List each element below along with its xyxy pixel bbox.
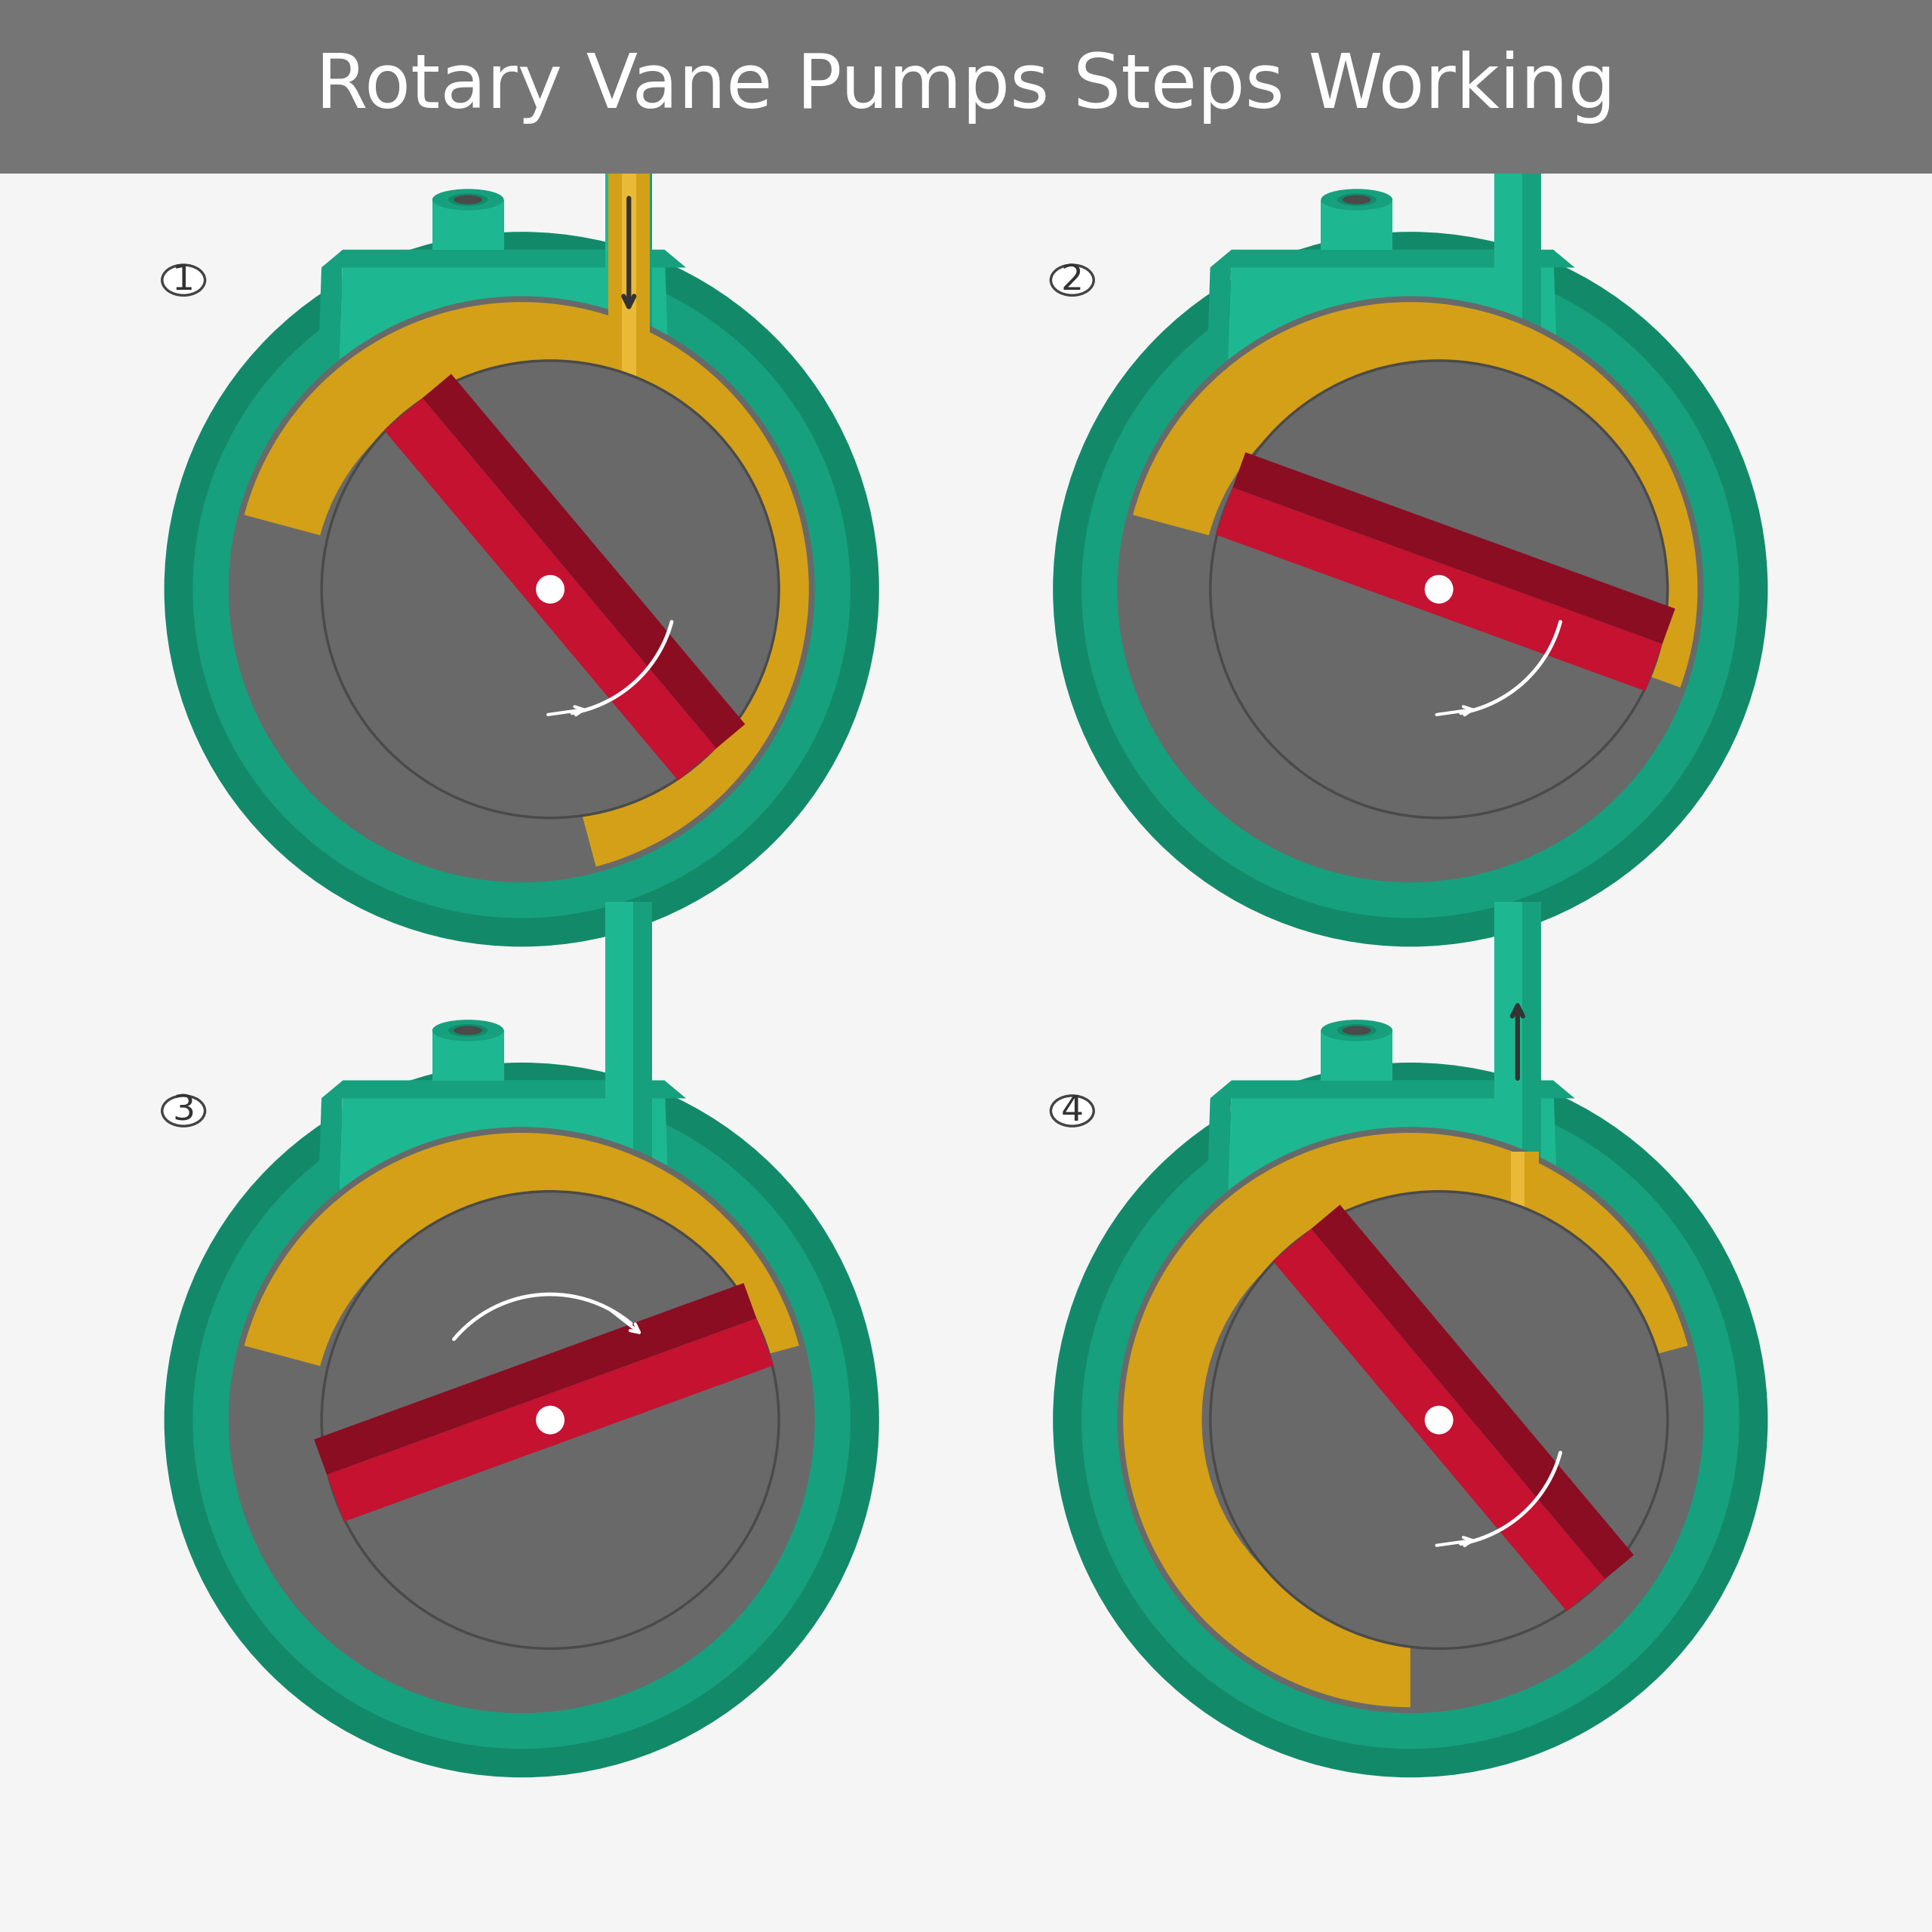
Polygon shape: [1522, 71, 1542, 518]
Polygon shape: [336, 249, 672, 464]
Ellipse shape: [1051, 1095, 1094, 1126]
Polygon shape: [1511, 1151, 1524, 1349]
Ellipse shape: [454, 1026, 483, 1036]
Polygon shape: [1225, 249, 1561, 464]
Polygon shape: [1522, 902, 1542, 1349]
Circle shape: [228, 1126, 815, 1714]
Bar: [0, 0, 1932, 174]
Polygon shape: [1204, 1080, 1233, 1314]
Polygon shape: [1204, 249, 1233, 483]
Polygon shape: [423, 375, 746, 748]
Ellipse shape: [1321, 1020, 1393, 1041]
Polygon shape: [1312, 1206, 1634, 1578]
Text: Rotary Vane Pumps Steps Working: Rotary Vane Pumps Steps Working: [315, 50, 1617, 124]
Ellipse shape: [1321, 189, 1393, 211]
Circle shape: [1082, 261, 1739, 918]
Polygon shape: [605, 902, 653, 1349]
Polygon shape: [634, 902, 653, 1349]
Polygon shape: [315, 1080, 344, 1314]
Circle shape: [321, 361, 779, 817]
Polygon shape: [315, 1283, 757, 1474]
Circle shape: [164, 232, 879, 947]
Polygon shape: [384, 398, 717, 781]
Polygon shape: [634, 71, 653, 518]
Polygon shape: [1493, 71, 1542, 518]
Circle shape: [193, 261, 850, 918]
Wedge shape: [1122, 1132, 1689, 1708]
Circle shape: [1053, 232, 1768, 947]
Polygon shape: [622, 71, 636, 429]
Polygon shape: [1215, 487, 1662, 692]
Ellipse shape: [454, 195, 483, 205]
Polygon shape: [315, 249, 344, 483]
Circle shape: [1117, 1126, 1704, 1714]
Wedge shape: [243, 301, 810, 867]
Polygon shape: [1233, 452, 1675, 643]
Polygon shape: [327, 1318, 773, 1522]
Ellipse shape: [1337, 193, 1376, 207]
Text: 4: 4: [1061, 1094, 1084, 1128]
Ellipse shape: [1337, 1024, 1376, 1037]
Ellipse shape: [1343, 195, 1372, 205]
Text: 2: 2: [1061, 263, 1084, 298]
Circle shape: [1424, 1406, 1453, 1434]
Ellipse shape: [162, 1095, 205, 1126]
Circle shape: [1082, 1092, 1739, 1748]
Polygon shape: [433, 199, 504, 249]
Circle shape: [535, 576, 564, 603]
Circle shape: [1424, 576, 1453, 603]
Ellipse shape: [1343, 1026, 1372, 1036]
Polygon shape: [605, 71, 653, 518]
Ellipse shape: [448, 193, 487, 207]
Ellipse shape: [448, 1024, 487, 1037]
Wedge shape: [1132, 301, 1698, 688]
Ellipse shape: [1051, 265, 1094, 296]
Polygon shape: [433, 1030, 504, 1080]
Polygon shape: [1225, 1080, 1561, 1294]
Polygon shape: [1321, 199, 1393, 249]
Circle shape: [1117, 296, 1704, 883]
Polygon shape: [1497, 1151, 1538, 1349]
Circle shape: [1209, 1192, 1667, 1648]
Circle shape: [535, 1406, 564, 1434]
Polygon shape: [321, 249, 686, 269]
Ellipse shape: [433, 1020, 504, 1041]
Text: 1: 1: [172, 263, 195, 298]
Circle shape: [193, 1092, 850, 1748]
Wedge shape: [243, 1132, 800, 1366]
Polygon shape: [321, 1080, 686, 1097]
Polygon shape: [609, 71, 649, 429]
Polygon shape: [1209, 249, 1575, 269]
Ellipse shape: [433, 189, 504, 211]
Polygon shape: [1493, 902, 1542, 1349]
Polygon shape: [336, 1080, 672, 1294]
Circle shape: [228, 296, 815, 883]
Circle shape: [164, 1063, 879, 1777]
Circle shape: [1053, 1063, 1768, 1777]
Polygon shape: [1209, 1080, 1575, 1097]
Text: 3: 3: [172, 1094, 195, 1128]
Ellipse shape: [162, 265, 205, 296]
Polygon shape: [1321, 1030, 1393, 1080]
Circle shape: [1209, 361, 1667, 817]
Circle shape: [321, 1192, 779, 1648]
Polygon shape: [1273, 1229, 1605, 1611]
